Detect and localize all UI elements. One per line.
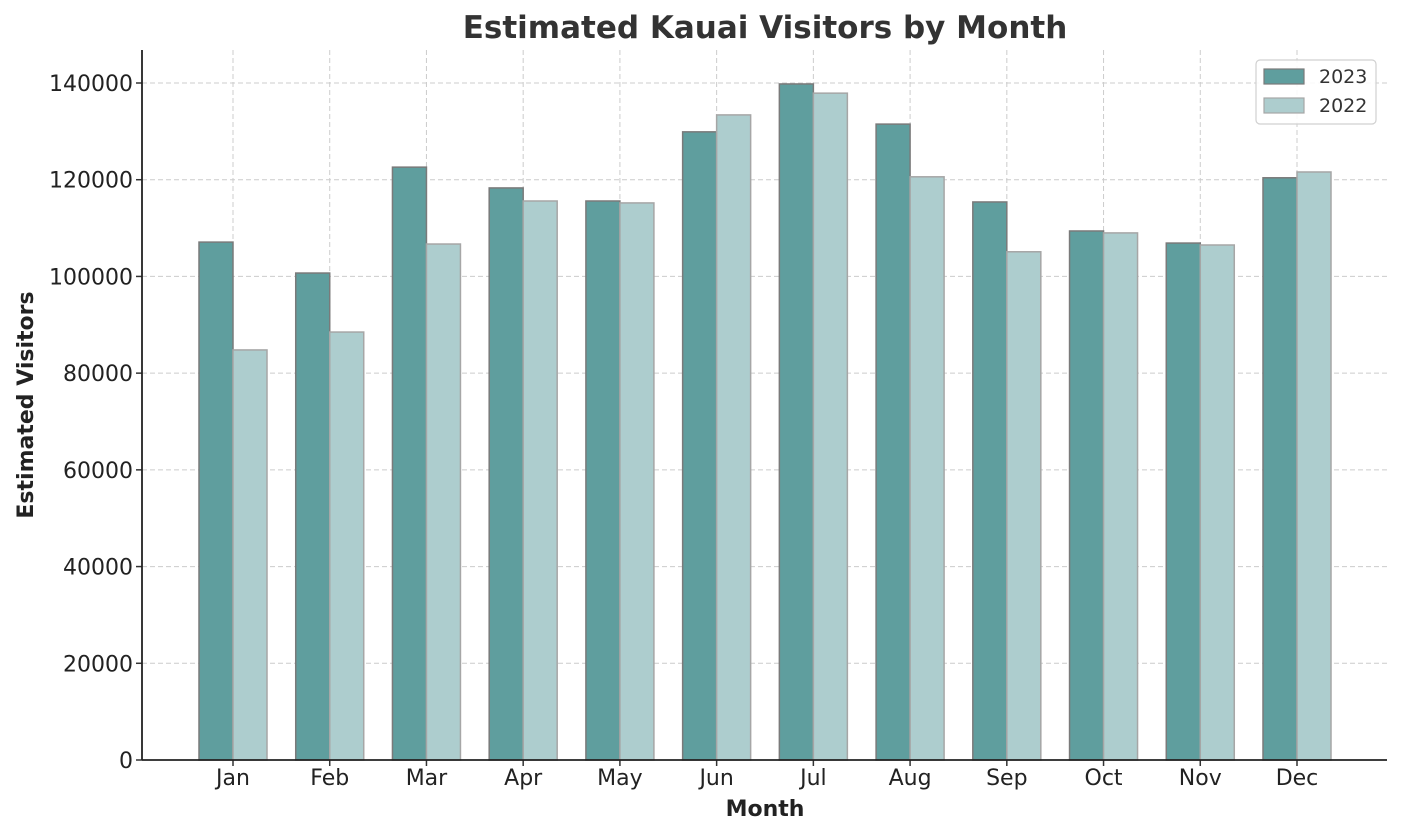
legend-label-2022: 2022 (1319, 95, 1367, 117)
x-tick-label: Apr (504, 766, 543, 791)
x-tick-label: Aug (889, 766, 932, 791)
bar-2022-mar (425, 243, 462, 761)
bar-2022-feb (328, 331, 365, 761)
x-tick-label: Jul (798, 766, 827, 791)
bar-2023-oct (1068, 230, 1105, 761)
y-tick-label: 120000 (49, 169, 133, 194)
legend-swatch-2022 (1263, 97, 1305, 114)
bar-2022-jan (232, 349, 268, 761)
bars (198, 83, 1332, 761)
x-tick-label: Jun (697, 766, 733, 791)
y-tick-label: 0 (119, 749, 133, 774)
bar-2023-jun (681, 131, 718, 761)
bar-2023-apr (488, 187, 524, 761)
x-tick-label: Jan (214, 766, 250, 791)
bar-2022-aug (909, 176, 945, 761)
bar-2022-sep (1006, 251, 1042, 761)
legend-swatch-2023 (1263, 68, 1305, 85)
bar-2022-apr (522, 200, 558, 761)
bar-2022-nov (1199, 244, 1236, 761)
bar-2023-jul (778, 83, 815, 761)
bar-2023-may (585, 200, 621, 761)
legend-label-2023: 2023 (1319, 66, 1367, 88)
bar-2022-oct (1102, 232, 1139, 761)
x-tick-label: Feb (310, 766, 349, 791)
bar-2023-feb (294, 272, 331, 761)
x-tick-label: May (597, 766, 642, 791)
x-tick-label: Oct (1085, 766, 1123, 791)
y-tick-label: 140000 (49, 72, 133, 97)
x-tick-label: Sep (986, 766, 1027, 791)
bar-2023-sep (972, 201, 1008, 761)
chart-title: Estimated Kauai Visitors by Month (463, 10, 1068, 46)
y-tick-label: 40000 (63, 556, 133, 581)
x-tick-label: Nov (1179, 766, 1222, 791)
bar-2022-jun (715, 114, 752, 761)
y-tick-label: 80000 (63, 362, 133, 387)
y-axis-label: Estimated Visitors (14, 291, 39, 518)
y-tick-label: 20000 (63, 652, 133, 677)
bar-2022-dec (1296, 171, 1332, 761)
bar-2023-nov (1165, 242, 1202, 761)
x-axis-label: Month (726, 797, 805, 822)
axes: 0 20000 40000 60000 80000 100000 120000 140000 J… (49, 50, 1387, 791)
bar-2023-dec (1262, 177, 1298, 761)
legend: 2023 2022 (1255, 59, 1377, 125)
bar-2022-may (619, 202, 655, 761)
bar-2022-jul (812, 92, 849, 761)
x-tick-label: Mar (406, 766, 448, 791)
y-tick-label: 100000 (49, 265, 133, 290)
bar-2023-mar (391, 166, 428, 761)
x-tick-label: Dec (1276, 766, 1319, 791)
y-tick-label: 60000 (63, 459, 133, 484)
bar-2023-aug (875, 123, 911, 761)
bar-2023-jan (198, 241, 234, 761)
